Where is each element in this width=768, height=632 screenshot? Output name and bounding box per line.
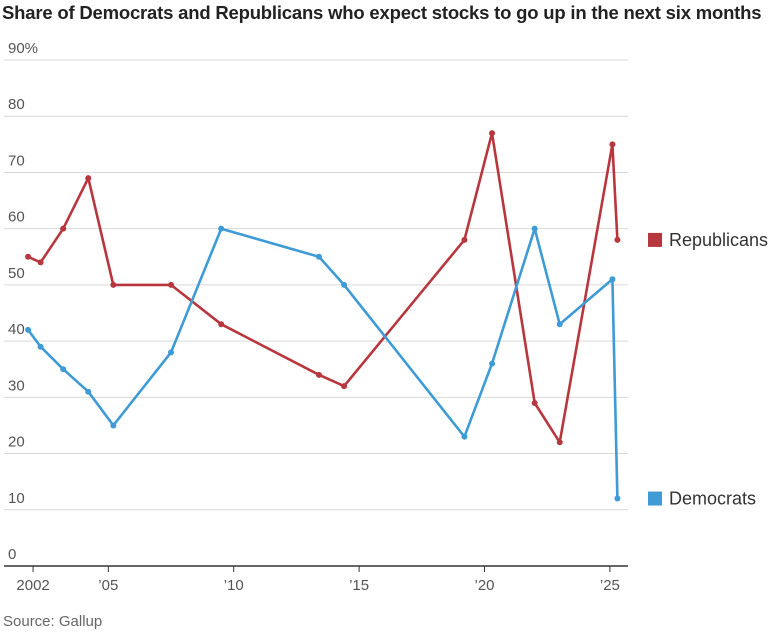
- data-point-democrats-3: [85, 388, 92, 395]
- data-point-democrats-10: [489, 360, 496, 367]
- data-point-democrats-5: [168, 349, 175, 356]
- data-point-democrats-6: [218, 225, 225, 232]
- gridlines: [4, 59, 628, 511]
- data-point-republicans-5: [168, 281, 175, 288]
- legend-label-republicans: Republicans: [669, 230, 768, 250]
- data-point-democrats-9: [461, 433, 468, 440]
- chart-title: Share of Democrats and Republicans who e…: [2, 2, 762, 23]
- data-point-republicans-8: [341, 383, 348, 390]
- data-point-republicans-7: [315, 371, 322, 378]
- y-tick-label-80: 80: [8, 96, 25, 113]
- data-point-democrats-13: [609, 276, 616, 283]
- x-tick-label-2010: ’10: [224, 577, 244, 594]
- data-point-democrats-0: [25, 326, 32, 333]
- y-tick-label-60: 60: [8, 209, 25, 226]
- data-point-democrats-2: [60, 366, 67, 373]
- data-point-republicans-12: [556, 439, 563, 446]
- data-point-democrats-7: [315, 253, 322, 260]
- data-point-democrats-4: [110, 422, 117, 429]
- data-point-republicans-14: [614, 236, 621, 243]
- y-tick-label-90: 90%: [8, 40, 38, 57]
- legend-swatch-democrats: [648, 491, 662, 506]
- x-tick-label-2005: ’05: [98, 577, 118, 594]
- data-point-democrats-12: [556, 321, 563, 328]
- y-axis-tick-labels: 0 10 20 30 40 50 60 70 80 90%: [8, 40, 38, 563]
- y-tick-label-70: 70: [8, 152, 25, 169]
- data-point-republicans-2: [60, 225, 67, 232]
- y-tick-label-20: 20: [8, 434, 25, 451]
- data-point-republicans-11: [531, 399, 538, 406]
- data-point-democrats-1: [37, 343, 44, 350]
- data-point-democrats-8: [341, 281, 348, 288]
- data-point-democrats-11: [531, 225, 538, 232]
- source-note: Source: Gallup: [3, 613, 103, 630]
- y-tick-label-10: 10: [8, 490, 25, 507]
- data-point-republicans-6: [218, 321, 225, 328]
- y-tick-label-50: 50: [8, 265, 25, 282]
- series-lines: [25, 130, 621, 502]
- x-tick-label-2025: ’25: [600, 577, 620, 594]
- data-point-democrats-14: [614, 495, 621, 502]
- legend: Republicans Democrats: [648, 230, 768, 509]
- data-point-republicans-3: [85, 175, 92, 182]
- series-republicans: [25, 130, 621, 446]
- data-point-republicans-0: [25, 253, 32, 260]
- data-point-republicans-9: [461, 236, 468, 243]
- data-point-republicans-1: [37, 259, 44, 266]
- y-tick-label-0: 0: [8, 546, 16, 563]
- x-tick-label-2002: 2002: [16, 577, 49, 594]
- y-tick-label-40: 40: [8, 321, 25, 338]
- data-point-republicans-13: [609, 141, 616, 148]
- legend-label-democrats: Democrats: [669, 489, 756, 509]
- y-tick-label-30: 30: [8, 377, 25, 394]
- x-axis: 2002 ’05 ’10 ’15 ’20 ’25: [4, 565, 628, 594]
- x-tick-label-2015: ’15: [349, 577, 369, 594]
- data-point-republicans-4: [110, 281, 117, 288]
- series-line-republicans: [26, 131, 619, 444]
- legend-swatch-republicans: [648, 232, 662, 247]
- data-point-republicans-10: [489, 130, 496, 137]
- x-tick-label-2020: ’20: [474, 577, 494, 594]
- series-democrats: [25, 225, 621, 502]
